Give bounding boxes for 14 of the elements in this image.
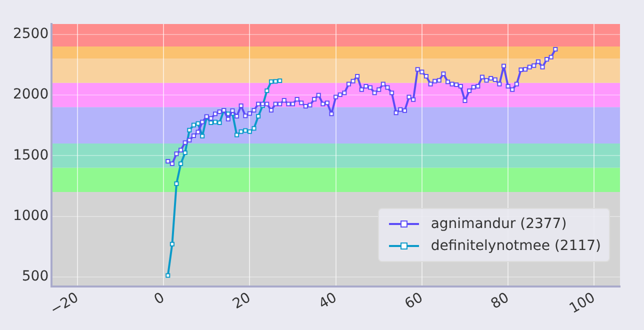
- legend-label: definitelynotmee (2117): [430, 238, 601, 254]
- legend-label: agnimandur (2377): [430, 216, 567, 232]
- x-tick-label: −20: [48, 290, 82, 318]
- y-tick-label: 1000: [12, 208, 49, 224]
- x-tick-label: 20: [230, 290, 254, 312]
- x-tick-label: 60: [402, 290, 426, 312]
- y-tick-label: 2000: [12, 86, 49, 103]
- y-tick-label: 1500: [12, 147, 49, 164]
- x-tick-label: 100: [566, 290, 598, 317]
- y-tick-label: 2500: [12, 26, 49, 42]
- x-tick-label: 40: [316, 290, 340, 312]
- y-tick-label: 500: [22, 268, 49, 285]
- x-tick-label: 80: [488, 290, 512, 312]
- x-tick-label: 0: [152, 290, 168, 308]
